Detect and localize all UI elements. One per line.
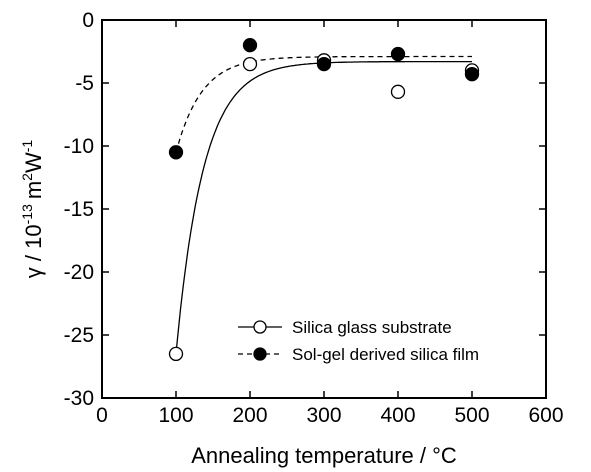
x-tick-label: 400 <box>380 404 415 427</box>
point-sol-gel <box>242 38 258 53</box>
plot-frame <box>101 19 547 399</box>
axis-ticks <box>101 19 547 399</box>
legend-marker-open-circle <box>253 320 267 334</box>
point-sol-gel <box>168 145 184 160</box>
y-axis-title: γ / 10-13m2W-1 <box>19 140 46 279</box>
x-axis-title: Annealing temperature / °C <box>191 443 457 468</box>
fit-curve-silica-glass <box>175 60 472 354</box>
data-points <box>168 38 480 362</box>
legend-label-silica-glass: Silica glass substrate <box>292 318 452 337</box>
y-tick-label: -20 <box>64 261 94 284</box>
point-sol-gel <box>464 67 480 82</box>
x-tick-label: 200 <box>232 404 267 427</box>
point-silica-glass <box>242 56 258 72</box>
legend: Silica glass substrate Sol-gel derived s… <box>238 318 479 364</box>
x-tick-label: 0 <box>96 404 108 427</box>
y-tick-label: -30 <box>64 387 94 410</box>
y-tick-label: 0 <box>82 9 94 32</box>
x-tick-label: 300 <box>306 404 341 427</box>
y-tick-label: -25 <box>64 324 94 347</box>
y-tick-label: -10 <box>64 135 94 158</box>
point-silica-glass <box>168 346 184 362</box>
y-tick-label: -5 <box>75 72 94 95</box>
legend-label-sol-gel: Sol-gel derived silica film <box>292 345 479 364</box>
x-tick-label: 500 <box>454 404 489 427</box>
x-tick-label: 600 <box>528 404 563 427</box>
point-silica-glass <box>390 84 406 99</box>
x-tick-label: 100 <box>158 404 193 427</box>
legend-marker-filled-circle <box>253 347 267 361</box>
fit-curves <box>175 55 472 354</box>
point-sol-gel <box>390 46 406 62</box>
y-tick-label: -15 <box>64 198 94 221</box>
point-sol-gel <box>316 56 332 72</box>
tick-labels: 0 100 200 300 400 500 600 0 -5 -10 -15 -20 -25 -30 <box>64 9 564 427</box>
